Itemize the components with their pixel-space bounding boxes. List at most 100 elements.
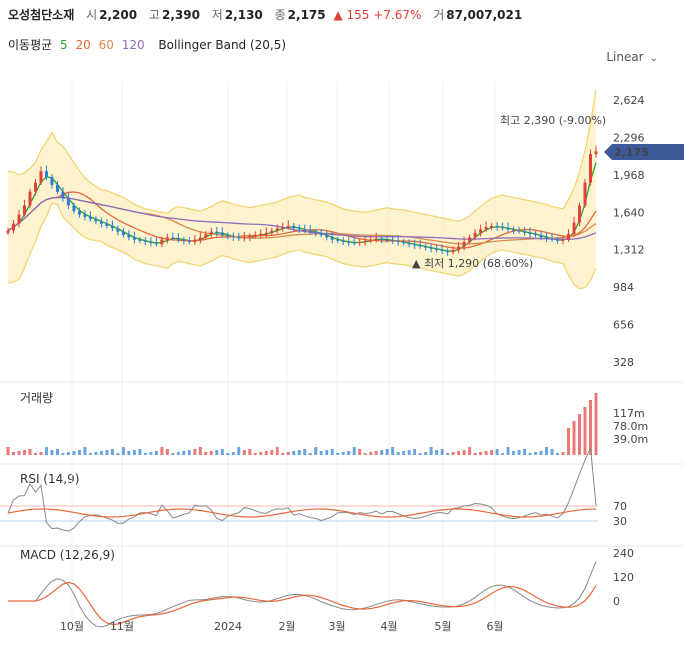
candle-body [11, 223, 15, 231]
candle-body [39, 171, 43, 183]
candle-body [275, 228, 279, 231]
candle-body [17, 214, 21, 224]
candle-body [539, 235, 543, 238]
candle-body [451, 249, 455, 253]
volume-bar [495, 449, 499, 455]
max-annotation: 최고 2,390 (-9.00%) [500, 114, 606, 127]
volume-bar [391, 447, 395, 455]
volume-bar [556, 453, 560, 455]
volume-bar [545, 447, 549, 455]
macd-tick-label: 240 [613, 547, 634, 560]
volume-bar [22, 450, 26, 455]
volume-bar [44, 447, 48, 455]
candle-body [418, 245, 422, 247]
volume-bar [33, 453, 37, 455]
candle-body [198, 237, 202, 240]
volume-bar [347, 451, 351, 455]
candle-body [259, 233, 263, 236]
candle-body [512, 229, 516, 231]
volume-bar [501, 453, 505, 455]
volume-bar [160, 447, 164, 455]
candle-body [424, 246, 428, 248]
candle-body [407, 243, 411, 245]
volume-bar [468, 447, 472, 455]
grid [0, 82, 684, 615]
candle-body [391, 240, 395, 242]
volume-bar [374, 451, 378, 455]
volume-bar [187, 450, 191, 455]
candle-body [28, 191, 32, 206]
candle-body [44, 171, 48, 177]
volume-bars [6, 393, 598, 455]
candle-body [308, 230, 312, 232]
price-tick-label: 2,296 [613, 131, 645, 144]
price-tick-label: 328 [613, 356, 634, 369]
ma-60[interactable]: 60 [98, 38, 114, 52]
volume-bar [363, 453, 367, 455]
volume-bar [523, 449, 527, 455]
volume-bar [446, 453, 450, 455]
macd-lines [8, 561, 597, 628]
volume-bar [512, 451, 516, 455]
candle-body [402, 241, 406, 244]
candle-body [99, 221, 103, 224]
candle-body [165, 237, 169, 240]
bollinger-label[interactable]: Bollinger Band (20,5) [158, 38, 287, 52]
ma-20[interactable]: 20 [75, 38, 91, 52]
volume-bar [567, 428, 571, 455]
volume-bar [209, 451, 213, 455]
volume-bar [352, 447, 356, 455]
candle-body [429, 247, 433, 249]
candle-body [583, 182, 587, 206]
ma-label: 이동평균 [8, 38, 53, 52]
volume-bar [242, 450, 246, 455]
candle-body [457, 246, 461, 250]
candle-body [149, 241, 153, 244]
volume-bar [418, 453, 422, 455]
candle-body [33, 182, 37, 192]
candle-body [226, 235, 230, 237]
candle-body [435, 248, 439, 250]
volume-bar [341, 452, 345, 455]
volume-bar [473, 453, 477, 455]
candle-body [264, 232, 268, 234]
volume-bar [253, 453, 257, 455]
scale-selector[interactable]: Linear ⌄ [606, 50, 658, 64]
volume-bar [429, 447, 433, 455]
candle-body [446, 251, 450, 253]
candle-body [352, 242, 356, 244]
volume-bar [534, 452, 538, 455]
ma-5[interactable]: 5 [60, 38, 68, 52]
candle-body [347, 241, 351, 243]
candle-body [528, 232, 532, 234]
candle-body [314, 231, 318, 233]
volume-bar [220, 449, 224, 455]
open-label: 시 [86, 8, 98, 22]
ma-120[interactable]: 120 [121, 38, 145, 52]
candle-body [358, 241, 362, 244]
volume-bar [193, 449, 197, 455]
scale-selector-label: Linear [606, 50, 644, 64]
volume-bar [336, 453, 340, 455]
volume-bar [231, 452, 235, 455]
candle-body [413, 244, 417, 246]
candle-body [556, 239, 560, 241]
volume-bar [264, 451, 268, 455]
candle-body [171, 237, 175, 239]
candle-body [176, 238, 180, 240]
rsi-signal-line [7, 508, 597, 518]
candle-body [83, 214, 87, 217]
volume-bar [226, 453, 230, 455]
volume-tick-label: 39.0m [613, 433, 648, 446]
macd-panel-title: MACD (12,26,9) [20, 548, 115, 562]
volume-bar [578, 414, 582, 455]
volume-bar [572, 421, 576, 455]
volume-bar [550, 449, 554, 455]
macd-tick-label: 120 [613, 571, 634, 584]
candle-body [110, 225, 114, 229]
candle-body [6, 230, 10, 233]
volume-panel-title: 거래량 [20, 391, 54, 405]
volume-bar [11, 452, 15, 455]
volume-bar [55, 449, 59, 455]
